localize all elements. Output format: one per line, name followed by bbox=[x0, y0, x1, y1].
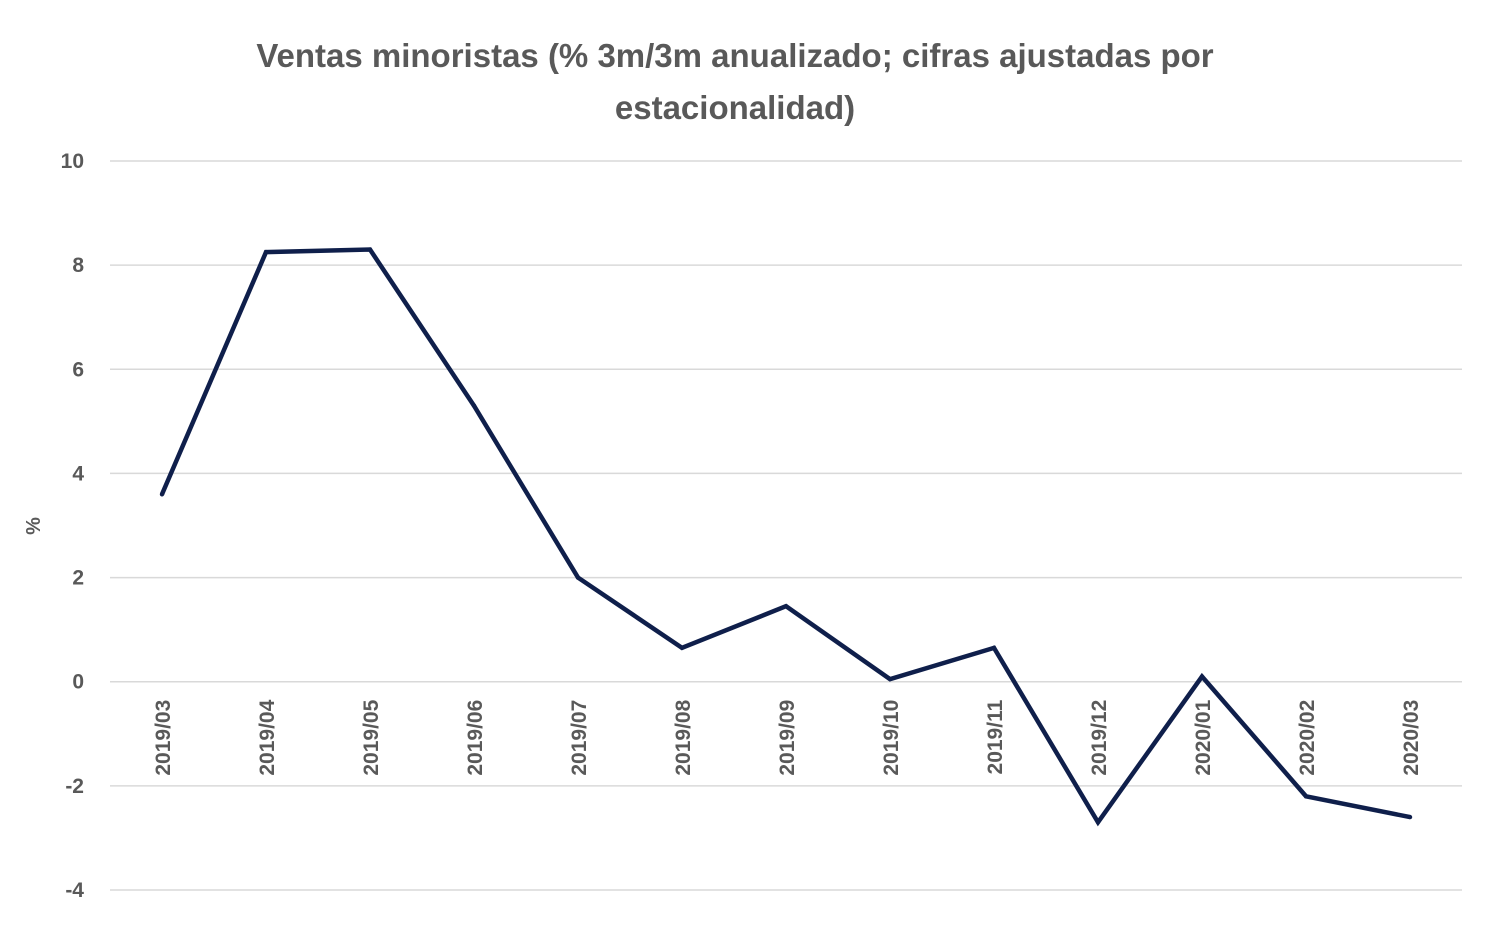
data-point bbox=[1095, 820, 1101, 825]
x-tick-label: 2020/03 bbox=[1400, 700, 1423, 776]
y-tick-label: 2 bbox=[72, 567, 84, 590]
y-tick-label: 10 bbox=[61, 150, 84, 173]
y-tick-label: 4 bbox=[72, 462, 84, 485]
y-tick-label: 8 bbox=[72, 254, 84, 277]
y-axis-title: % bbox=[23, 517, 45, 535]
y-tick-label: -4 bbox=[65, 879, 84, 902]
data-point bbox=[159, 492, 165, 497]
x-tick-label: 2019/10 bbox=[880, 700, 903, 776]
y-axis-ticks: 10 8 6 4 2 0 -2 -4 bbox=[61, 150, 85, 902]
x-tick-label: 2019/04 bbox=[256, 699, 279, 775]
data-point bbox=[1199, 674, 1205, 679]
data-point bbox=[1303, 794, 1309, 799]
data-point bbox=[471, 403, 477, 408]
x-tick-label: 2019/11 bbox=[984, 699, 1007, 774]
data-point bbox=[679, 645, 685, 651]
series-layer bbox=[159, 247, 1413, 827]
x-tick-label: 2020/02 bbox=[1296, 700, 1319, 776]
x-axis-ticks: 2019/03 2019/04 2019/05 2019/06 2019/07 2019/… bbox=[152, 699, 1423, 775]
data-point bbox=[367, 247, 373, 252]
x-tick-label: 2019/08 bbox=[672, 699, 695, 775]
data-point bbox=[263, 249, 269, 255]
x-tick-label: 2019/09 bbox=[776, 700, 799, 776]
y-tick-label: 6 bbox=[72, 358, 84, 381]
gridlines bbox=[110, 160, 1462, 891]
data-point bbox=[1407, 814, 1413, 820]
data-point bbox=[887, 676, 893, 682]
data-point bbox=[783, 604, 789, 609]
data-point bbox=[575, 575, 581, 580]
y-tick-label: 0 bbox=[72, 671, 84, 694]
data-point bbox=[991, 645, 997, 651]
y-tick-label: -2 bbox=[65, 775, 84, 798]
x-tick-label: 2019/05 bbox=[360, 699, 383, 775]
x-tick-label: 2019/12 bbox=[1088, 700, 1111, 776]
chart-title: Ventas minoristas (% 3m/3m anualizado; c… bbox=[256, 37, 1214, 126]
x-tick-label: 2019/07 bbox=[568, 700, 591, 776]
x-tick-label: 2019/06 bbox=[464, 700, 487, 776]
x-tick-label: 2019/03 bbox=[152, 700, 175, 776]
x-tick-label: 2020/01 bbox=[1192, 699, 1215, 775]
